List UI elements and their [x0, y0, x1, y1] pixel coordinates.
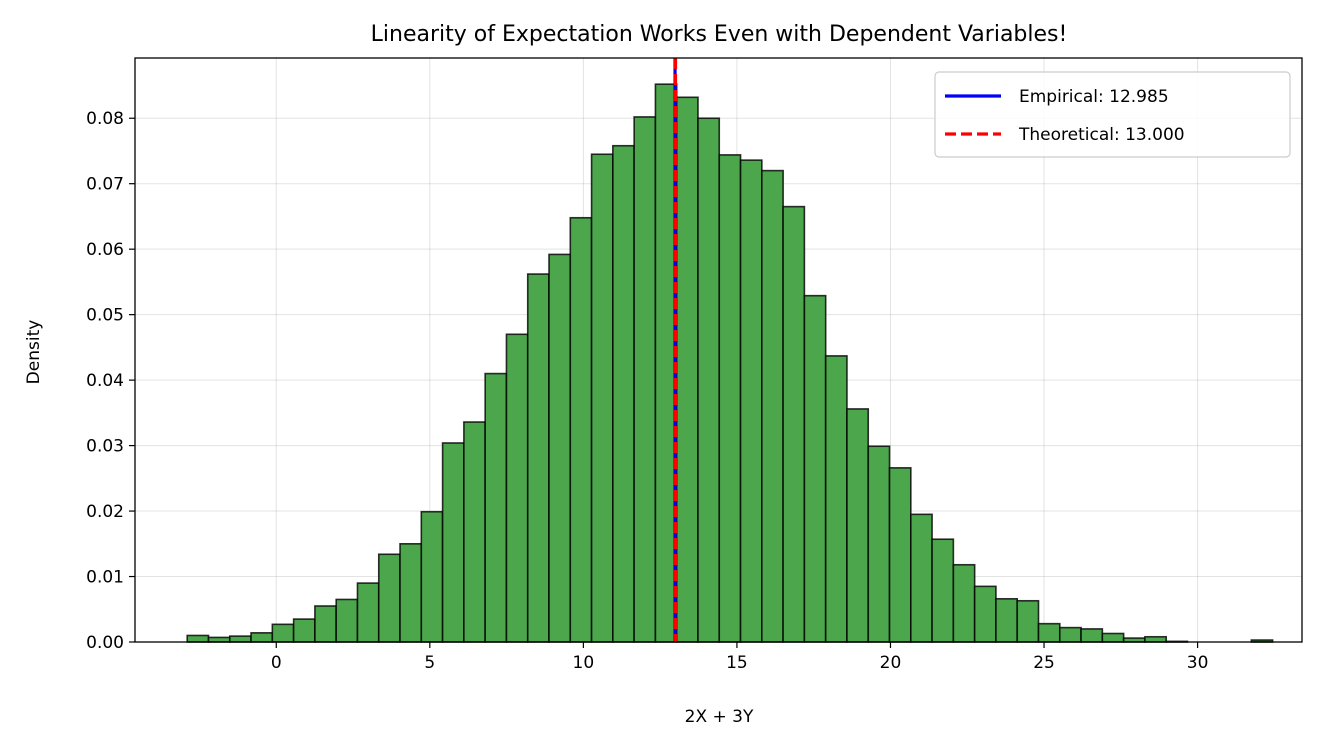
y-tick-label: 0.02: [86, 502, 124, 522]
histogram-bar: [803, 294, 827, 643]
histogram-bar: [846, 408, 870, 643]
histogram-bar: [931, 538, 955, 643]
plot-frame: [134, 57, 1303, 643]
histogram-bar: [952, 563, 976, 643]
x-tick-label: 20: [880, 653, 902, 673]
histogram-bar: [420, 510, 444, 643]
histogram-bar: [973, 585, 997, 643]
bars: [186, 83, 1274, 643]
y-tick-label: 0.01: [86, 568, 124, 588]
histogram-bar: [761, 169, 784, 643]
x-tick-label: 25: [1033, 653, 1055, 673]
y-tick-label: 0.00: [86, 633, 124, 653]
histogram-bar: [739, 159, 763, 643]
histogram-bar: [250, 632, 274, 643]
histogram-bar: [1144, 635, 1167, 643]
histogram-bar: [292, 618, 316, 643]
chart-title: Linearity of Expectation Works Even with…: [371, 22, 1068, 47]
y-tick-label: 0.03: [86, 437, 124, 457]
histogram-bar: [1016, 599, 1040, 643]
histogram-bar: [612, 144, 635, 643]
y-tick-label: 0.06: [86, 240, 124, 260]
y-tick-label: 0.08: [86, 109, 124, 129]
histogram-bar: [824, 355, 848, 643]
histogram-bar: [633, 116, 657, 643]
y-tick-label: 0.07: [86, 175, 124, 195]
histogram-bar: [867, 445, 891, 643]
histogram-bar: [1101, 632, 1125, 643]
histogram-bar: [271, 623, 295, 643]
histogram-bar: [228, 635, 252, 643]
x-tick-label: 15: [726, 653, 748, 673]
histogram-bar: [548, 253, 572, 643]
histogram-bar: [186, 634, 210, 643]
y-axis-label: Density: [24, 320, 44, 385]
y-tick-label: 0.04: [86, 371, 124, 391]
histogram-bar: [675, 96, 699, 643]
histogram-bar: [484, 372, 508, 643]
x-tick-label: 10: [573, 653, 595, 673]
histogram-bar: [207, 636, 231, 643]
histogram-bar: [782, 205, 806, 643]
histogram-bar: [335, 598, 359, 643]
histogram-bar: [910, 513, 933, 643]
histogram-bar: [1080, 628, 1104, 643]
legend-label-empirical: Empirical: 12.985: [1019, 87, 1169, 107]
histogram-bar: [888, 467, 912, 643]
histogram-bar: [1037, 622, 1061, 643]
histogram-bar: [569, 216, 593, 643]
legend-label-theoretical: Theoretical: 13.000: [1018, 125, 1185, 145]
y-axis-ticks: 0.00 0.01 0.02 0.03 0.04 0.05 0.06 0.07 0.08: [86, 109, 135, 653]
x-tick-label: 0: [271, 653, 282, 673]
histogram-bar: [995, 597, 1019, 643]
x-tick-label: 5: [424, 653, 435, 673]
legend: Empirical: 12.985 Theoretical: 13.000: [934, 71, 1291, 158]
histogram-bar: [356, 582, 380, 643]
x-tick-label: 30: [1187, 653, 1209, 673]
histogram-bar: [505, 333, 529, 643]
histogram-bar: [314, 605, 337, 643]
histogram-bar: [526, 273, 550, 643]
x-axis-label: 2X + 3Y: [685, 707, 754, 727]
x-axis-ticks: 0 5 10 15 20 25 30: [271, 642, 1209, 673]
histogram-bar: [463, 421, 486, 643]
histogram-bar: [1058, 626, 1082, 643]
y-tick-label: 0.05: [86, 306, 124, 326]
histogram-bar: [399, 542, 423, 643]
histogram-bar: [718, 154, 742, 643]
histogram-bar: [590, 153, 614, 643]
legend-box: [934, 71, 1291, 158]
histogram-bar: [377, 553, 401, 643]
histogram-bar: [441, 442, 465, 643]
histogram-bar: [697, 117, 721, 643]
